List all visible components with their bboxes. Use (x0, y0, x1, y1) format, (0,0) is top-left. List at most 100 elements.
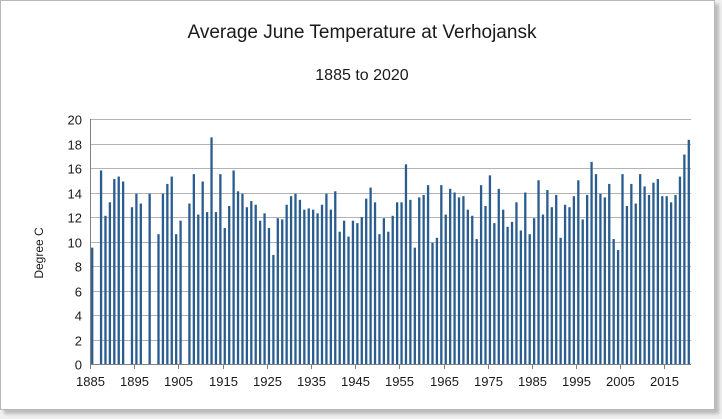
bar (661, 196, 664, 364)
bar (161, 193, 165, 364)
bar (413, 247, 416, 365)
bar (590, 161, 593, 365)
bar (559, 237, 562, 364)
bar (307, 208, 310, 364)
bar (130, 207, 134, 364)
bar (431, 242, 434, 364)
bar (453, 192, 456, 364)
bar (409, 199, 412, 364)
y-tick-label: 16 (68, 162, 82, 177)
bar (192, 174, 195, 365)
y-tick-label: 6 (75, 285, 82, 300)
bar (303, 209, 306, 364)
bar (440, 185, 443, 364)
bar (471, 215, 474, 364)
bar (510, 221, 514, 364)
chart-canvas: Average June Temperature at Verhojansk 1… (32, 22, 691, 389)
bar (205, 212, 209, 364)
bar (400, 202, 403, 364)
bar (250, 201, 253, 364)
bar (616, 250, 620, 364)
bar (338, 231, 341, 364)
bar (214, 212, 218, 364)
bar (444, 214, 447, 364)
bar (674, 194, 677, 364)
bar (515, 202, 518, 364)
bar (373, 202, 377, 364)
bar (148, 193, 151, 364)
bar (426, 185, 430, 364)
bar (479, 185, 483, 364)
x-tick-label: 1995 (562, 374, 591, 389)
chart-subtitle: 1885 to 2020 (315, 67, 409, 84)
bar (219, 174, 222, 365)
bar (599, 193, 602, 364)
chart-title: Average June Temperature at Verhojansk (188, 22, 537, 43)
y-tick-label: 14 (68, 187, 82, 202)
chart-frame: Average June Temperature at Verhojansk 1… (0, 0, 715, 410)
bar (210, 137, 213, 365)
bar (223, 228, 226, 364)
bar (550, 207, 553, 364)
bar (563, 204, 567, 364)
bar (625, 205, 629, 364)
y-tick-label: 10 (68, 236, 82, 251)
y-tick-label: 18 (68, 138, 82, 153)
bar (669, 202, 673, 364)
y-tick-label: 0 (75, 358, 82, 373)
bar (365, 198, 368, 365)
bar (312, 209, 315, 364)
bar (166, 183, 169, 364)
y-axis-label: Degree C (32, 227, 46, 279)
bar (634, 203, 637, 364)
bar (687, 139, 690, 364)
bar (320, 204, 324, 364)
x-tick-label: 1935 (297, 374, 326, 389)
bar (329, 209, 332, 364)
bar (285, 204, 288, 364)
bar (347, 236, 350, 364)
bar (621, 174, 624, 365)
bar (378, 234, 381, 364)
bar (528, 234, 531, 364)
bar (541, 214, 545, 364)
bar (457, 197, 461, 364)
y-tick-label: 2 (75, 334, 82, 349)
bar (519, 230, 523, 364)
x-tick-label: 1965 (430, 374, 459, 389)
bar (267, 228, 271, 364)
bar (506, 226, 509, 364)
bar (652, 182, 655, 364)
bar (435, 237, 439, 364)
x-tick-label: 1915 (209, 374, 238, 389)
bar (356, 223, 359, 365)
bar (418, 197, 421, 364)
bar (276, 218, 279, 364)
bar (369, 187, 372, 364)
bar (241, 193, 244, 364)
y-tick-label: 20 (68, 113, 82, 128)
bar (263, 213, 266, 364)
bar (298, 199, 302, 364)
x-tick-labels: 1885 1895 1905 1915 1925 1935 1945 1955 1965 1975… (76, 364, 679, 389)
y-tick-label: 12 (68, 211, 82, 226)
bar (502, 209, 505, 364)
bar (656, 179, 660, 364)
x-tick-label: 1975 (474, 374, 503, 389)
bar (175, 234, 178, 364)
bar (449, 188, 452, 364)
bar (572, 196, 576, 364)
x-tick-label: 1905 (164, 374, 193, 389)
bar (404, 164, 408, 364)
bar (316, 213, 319, 364)
x-tick-label: 1985 (518, 374, 547, 389)
bar (639, 174, 642, 365)
bar (608, 183, 611, 364)
x-tick-label: 1955 (385, 374, 414, 389)
bar (188, 203, 191, 364)
bar (294, 193, 297, 364)
bar (157, 234, 160, 364)
y-tick-labels: 0 2 4 6 8 10 12 14 16 18 20 (68, 113, 82, 373)
bar (678, 176, 682, 364)
bar (281, 219, 284, 364)
